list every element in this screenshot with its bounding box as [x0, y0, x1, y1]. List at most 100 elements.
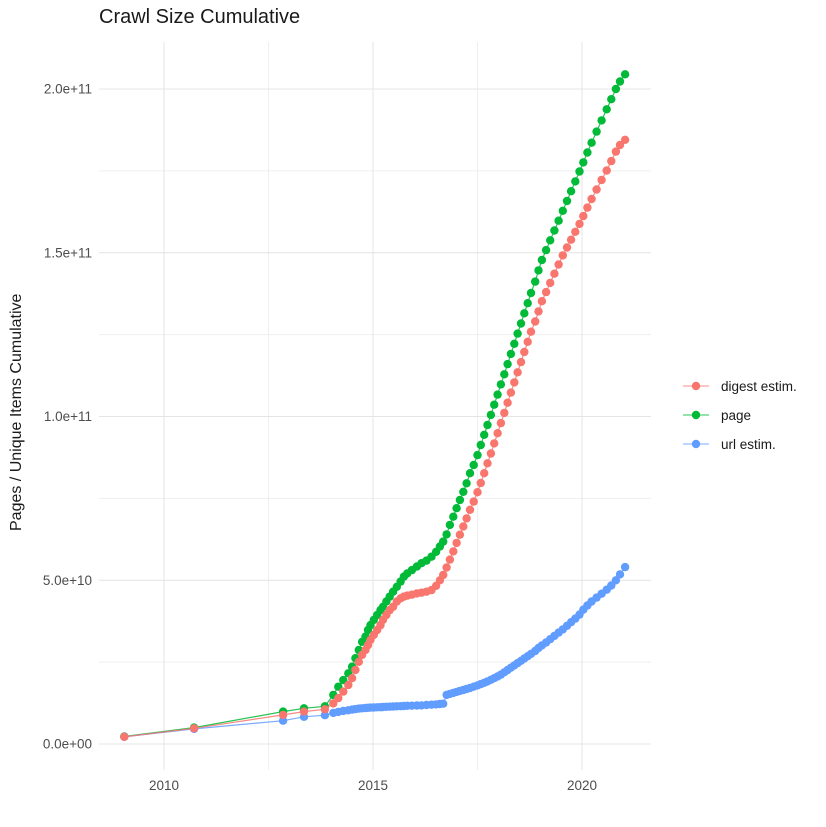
data-point: [597, 175, 606, 185]
data-point: [439, 570, 448, 580]
data-point: [476, 478, 485, 488]
y-axis-title: Pages / Unique Items Cumulative: [8, 293, 25, 531]
data-point: [546, 278, 555, 288]
data-point: [496, 418, 506, 428]
legend-key-digest-icon: [683, 381, 709, 391]
data-point: [462, 514, 471, 523]
data-point: [493, 390, 502, 399]
data-point: [473, 450, 482, 460]
series-line-digest-estim-: [124, 139, 626, 738]
data-point: [439, 537, 448, 546]
data-point: [526, 288, 536, 298]
legend-item-digest-estim: digest estim.: [682, 377, 797, 395]
data-point: [554, 216, 563, 225]
data-point: [278, 716, 288, 725]
data-point: [615, 77, 625, 86]
data-point: [480, 430, 489, 439]
data-point: [480, 469, 489, 478]
data-point: [278, 710, 288, 720]
data-point: [483, 420, 492, 430]
data-point: [611, 84, 621, 94]
data-point: [583, 148, 592, 157]
data-point: [571, 177, 580, 186]
data-point: [442, 530, 451, 539]
data-point: [459, 522, 468, 531]
data-point: [611, 147, 621, 156]
data-point: [620, 562, 630, 572]
data-point: [520, 347, 529, 357]
data-point: [541, 287, 551, 297]
data-point: [592, 127, 601, 136]
data-point: [455, 495, 465, 505]
data-point: [469, 497, 478, 506]
data-point: [320, 711, 330, 720]
data-point: [449, 547, 458, 556]
data-point: [523, 299, 532, 308]
chart-title: Crawl Size Cumulative: [99, 6, 301, 28]
y-axis-tick: 0.0e+00: [43, 737, 92, 752]
data-point: [503, 359, 512, 369]
data-point: [486, 449, 496, 458]
data-point: [531, 277, 540, 286]
data-point: [562, 196, 572, 206]
data-point: [602, 166, 611, 175]
data-point: [558, 206, 567, 215]
data-point: [334, 693, 343, 703]
data-point: [493, 429, 502, 438]
y-axis-tick: 1.5e+11: [44, 245, 92, 260]
data-point: [615, 140, 625, 150]
data-point: [534, 266, 543, 275]
data-point: [120, 732, 129, 741]
x-axis-tick: 2010: [149, 778, 179, 793]
data-point: [534, 307, 543, 316]
x-axis-tick: 2015: [358, 778, 388, 793]
data-point: [459, 487, 468, 496]
data-point: [465, 469, 475, 478]
data-point: [546, 236, 555, 245]
data-point: [510, 339, 519, 348]
y-axis-tick: 5.0e+10: [43, 573, 92, 588]
data-point: [592, 185, 601, 194]
data-point: [531, 317, 540, 326]
data-point: [579, 158, 588, 167]
data-point: [602, 105, 611, 114]
data-point: [554, 260, 563, 269]
data-point: [550, 226, 559, 235]
data-point: [299, 707, 309, 716]
legend-label-digest-estim: digest estim.: [721, 378, 797, 394]
data-point: [513, 329, 522, 338]
data-point: [483, 459, 492, 468]
data-point: [445, 520, 455, 530]
data-point: [442, 563, 451, 572]
data-point: [541, 245, 551, 255]
data-point: [537, 255, 547, 265]
data-point: [587, 138, 596, 147]
data-point: [490, 400, 499, 409]
data-point: [473, 488, 482, 497]
legend-item-url-estim: url estim.: [682, 435, 797, 453]
data-point: [620, 70, 630, 79]
data-point: [587, 194, 596, 204]
y-axis-tick: 1.0e+11: [44, 409, 92, 424]
data-point: [575, 167, 584, 176]
data-point: [329, 699, 338, 708]
data-point: [526, 327, 536, 336]
data-point: [476, 440, 485, 450]
data-point: [455, 530, 465, 539]
data-point: [486, 410, 496, 420]
data-point: [503, 398, 512, 407]
data-point: [344, 680, 353, 690]
data-point: [320, 705, 330, 714]
data-point: [516, 319, 526, 328]
y-axis-tick: 2.0e+11: [44, 82, 92, 97]
data-point: [615, 570, 625, 579]
data-point: [469, 460, 478, 470]
data-point: [620, 135, 630, 144]
data-point: [465, 505, 475, 514]
data-point: [439, 699, 448, 708]
data-point: [351, 665, 360, 675]
data-point: [611, 576, 621, 585]
data-point: [500, 408, 509, 418]
